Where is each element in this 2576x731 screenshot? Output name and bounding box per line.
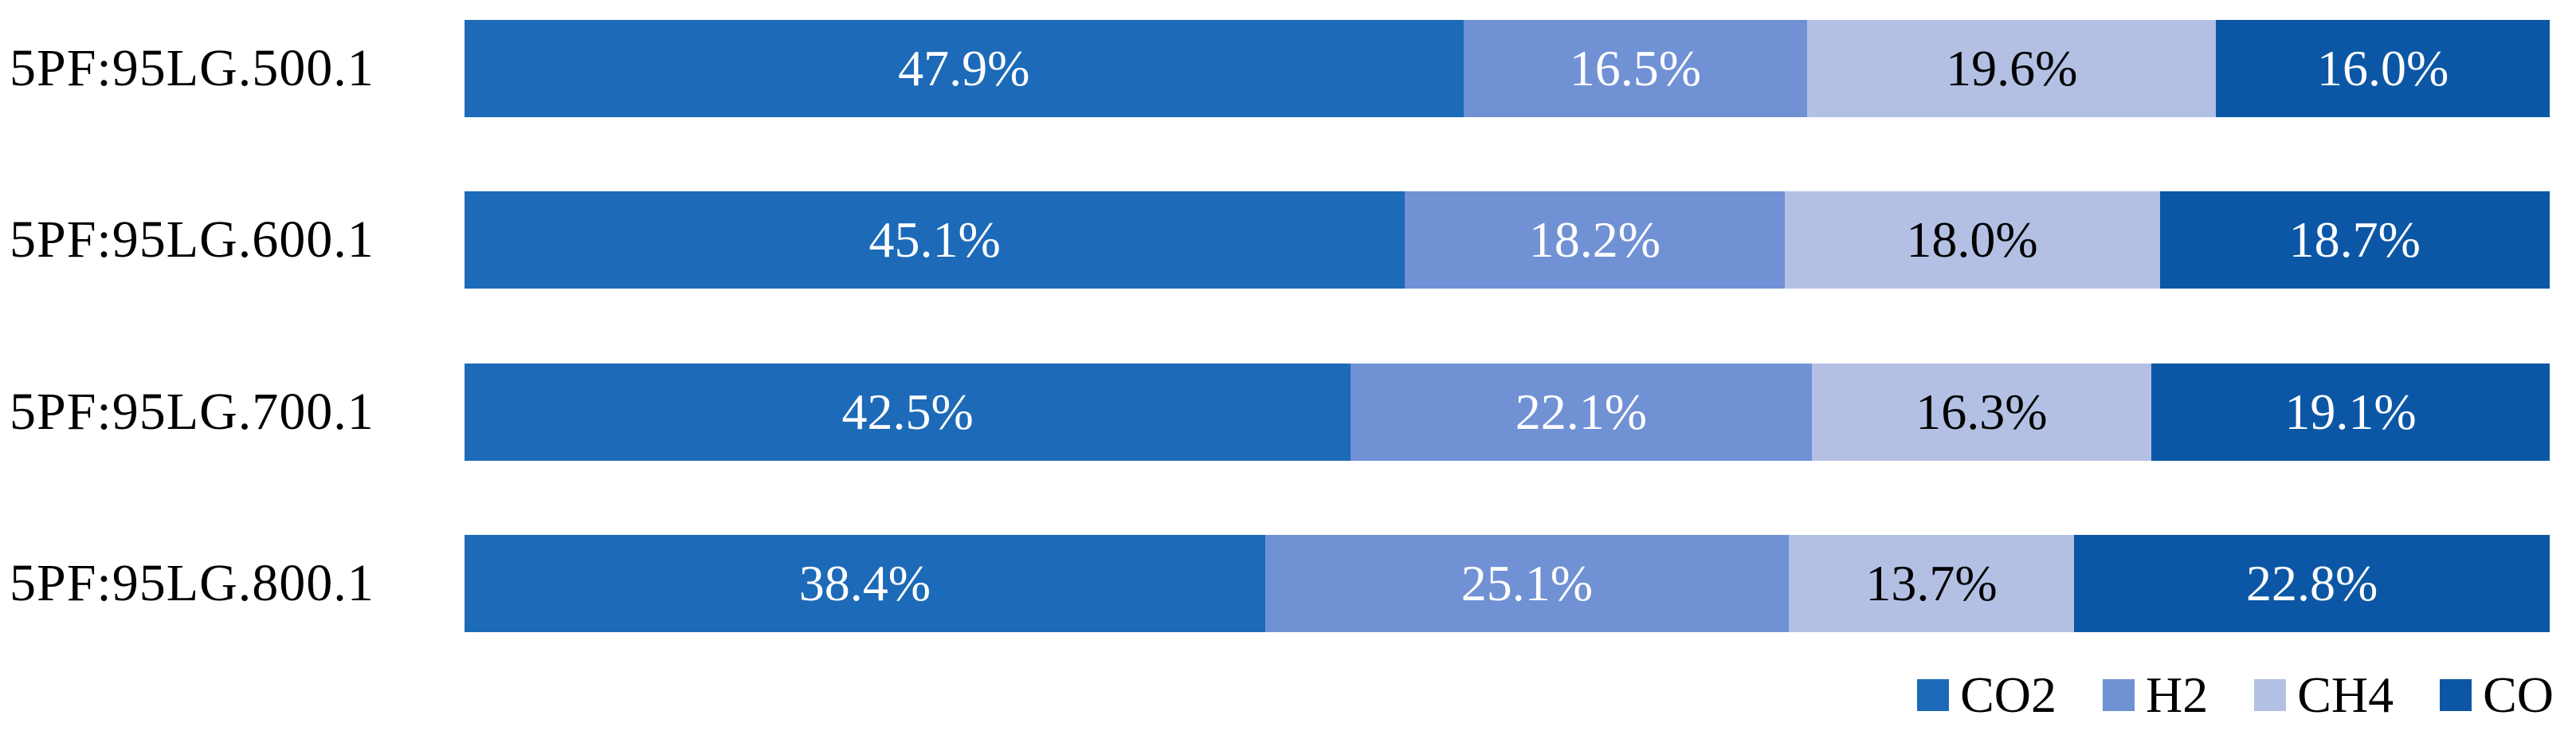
stacked-bar: 42.5% 22.1% 16.3% 19.1% xyxy=(465,364,2550,461)
category-label: 5PF:95LG.600.1 xyxy=(10,210,374,269)
data-label: 45.1% xyxy=(868,211,1001,268)
data-label: 22.8% xyxy=(2245,555,2378,611)
data-label: 18.2% xyxy=(1528,211,1661,268)
stacked-bar: 47.9% 16.5% 19.6% 16.0% xyxy=(465,20,2550,117)
legend-item-ch4: CH4 xyxy=(2254,666,2394,725)
chart-legend: CO2 H2 CH4 CO xyxy=(1917,666,2554,724)
bar-row: 5PF:95LG.700.1 42.5% 22.1% 16.3% 19.1% xyxy=(0,364,2550,461)
data-label: 19.6% xyxy=(1946,40,2078,96)
bar-row: 5PF:95LG.600.1 45.1% 18.2% 18.0% 18.7% xyxy=(0,191,2550,289)
legend-label: H2 xyxy=(2145,666,2209,723)
legend-swatch-icon xyxy=(2254,679,2287,711)
bar-segment-co2: 38.4% xyxy=(465,535,1265,632)
data-label: 16.5% xyxy=(1569,40,1702,96)
bar-row: 5PF:95LG.500.1 47.9% 16.5% 19.6% 16.0% xyxy=(0,20,2550,117)
data-label: 18.0% xyxy=(1906,211,2038,268)
bar-segment-ch4: 16.3% xyxy=(1811,364,2152,461)
bar-segment-ch4: 13.7% xyxy=(1788,535,2075,632)
data-label: 19.1% xyxy=(2284,383,2417,440)
bar-segment-ch4: 18.0% xyxy=(1784,191,2160,289)
bar-segment-co: 22.8% xyxy=(2074,535,2550,632)
category-label: 5PF:95LG.800.1 xyxy=(10,554,374,612)
category-label: 5PF:95LG.700.1 xyxy=(10,383,374,441)
data-label: 38.4% xyxy=(798,555,931,611)
legend-item-h2: H2 xyxy=(2102,666,2209,725)
bar-segment-co2: 42.5% xyxy=(465,364,1351,461)
bar-segment-h2: 22.1% xyxy=(1351,364,1812,461)
data-label: 47.9% xyxy=(898,40,1030,96)
bar-segment-ch4: 19.6% xyxy=(1807,20,2217,117)
data-label: 16.0% xyxy=(2316,40,2449,96)
bar-row: 5PF:95LG.800.1 38.4% 25.1% 13.7% 22.8% xyxy=(0,535,2550,632)
bar-segment-co: 19.1% xyxy=(2151,364,2550,461)
data-label: 18.7% xyxy=(2288,211,2421,268)
category-label: 5PF:95LG.500.1 xyxy=(10,39,374,97)
legend-swatch-icon xyxy=(2440,679,2472,711)
legend-label: CO2 xyxy=(1960,666,2056,723)
legend-swatch-icon xyxy=(1917,679,1950,711)
data-label: 25.1% xyxy=(1461,555,1593,611)
data-label: 13.7% xyxy=(1865,555,1998,611)
bar-segment-co2: 45.1% xyxy=(465,191,1406,289)
bar-segment-co: 16.0% xyxy=(2216,20,2550,117)
legend-swatch-icon xyxy=(2102,679,2135,711)
data-label: 16.3% xyxy=(1915,383,2048,440)
stacked-bar: 45.1% 18.2% 18.0% 18.7% xyxy=(465,191,2550,289)
bar-segment-h2: 25.1% xyxy=(1264,535,1789,632)
legend-item-co2: CO2 xyxy=(1917,666,2056,725)
bar-segment-co2: 47.9% xyxy=(465,20,1464,117)
legend-item-co: CO xyxy=(2440,666,2554,725)
bar-segment-h2: 16.5% xyxy=(1463,20,1808,117)
legend-label: CO xyxy=(2483,666,2554,723)
data-label: 42.5% xyxy=(841,383,974,440)
data-label: 22.1% xyxy=(1515,383,1648,440)
bar-segment-co: 18.7% xyxy=(2159,191,2550,289)
stacked-bar: 38.4% 25.1% 13.7% 22.8% xyxy=(465,535,2550,632)
bar-segment-h2: 18.2% xyxy=(1405,191,1785,289)
legend-label: CH4 xyxy=(2297,666,2394,723)
